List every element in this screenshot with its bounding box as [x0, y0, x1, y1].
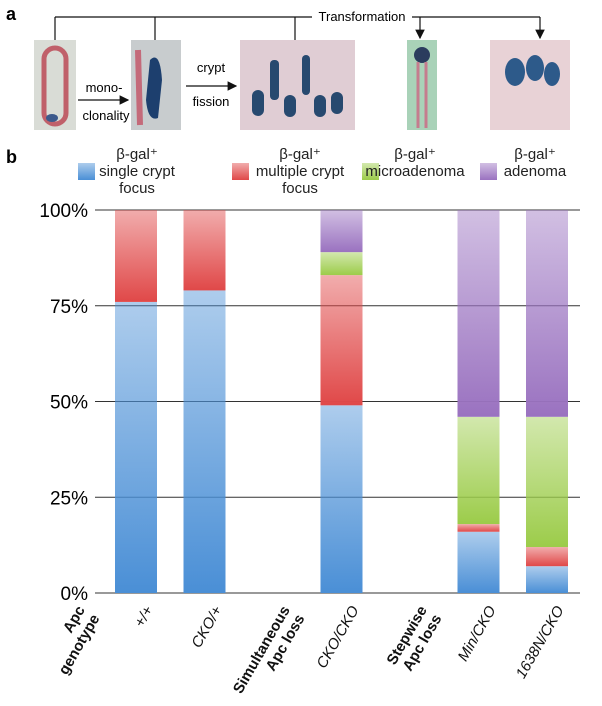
y-tick-label: 50%	[50, 393, 88, 414]
bar-segment	[115, 301, 157, 593]
legend-label: β-gal⁺ single crypt focus	[99, 146, 175, 197]
bar-segment	[526, 547, 568, 567]
y-tick-label: 0%	[61, 584, 89, 605]
panel-label: a	[6, 4, 17, 24]
legend-swatch	[362, 163, 379, 180]
legend-label: β-gal⁺ microadenoma	[365, 146, 465, 180]
bar-segment	[457, 524, 500, 532]
bar-segment	[526, 416, 568, 548]
step-label: clonality	[83, 108, 130, 123]
micrograph	[34, 40, 570, 130]
bracket	[54, 16, 545, 105]
bar-segment	[457, 416, 500, 525]
bar-segment	[320, 275, 363, 406]
y-tick-label: 75%	[50, 297, 88, 318]
bar-segment	[526, 210, 568, 417]
bar-segment	[320, 252, 363, 276]
step-label: fission	[193, 94, 230, 109]
step-label: mono-	[86, 80, 123, 95]
step-label: crypt	[197, 60, 226, 75]
bar-segment	[457, 531, 500, 593]
legend-label: β-gal⁺ adenoma	[503, 146, 567, 180]
legend-label: β-gal⁺ multiple crypt focus	[255, 146, 345, 197]
bar-segment	[320, 405, 363, 593]
y-tick-label: 25%	[50, 488, 88, 509]
bar-segment	[526, 566, 568, 593]
panel-label: b	[6, 147, 17, 167]
transformation-label: Transformation	[319, 9, 406, 24]
bar-segment	[183, 210, 226, 291]
bar-segment	[115, 210, 157, 302]
legend-swatch	[232, 163, 249, 180]
bar-segment	[320, 210, 363, 253]
legend-swatch	[78, 163, 95, 180]
y-tick-label: 100%	[39, 201, 88, 222]
bar-segment	[183, 290, 226, 593]
legend-swatch	[480, 163, 497, 180]
bar-segment	[457, 210, 500, 417]
